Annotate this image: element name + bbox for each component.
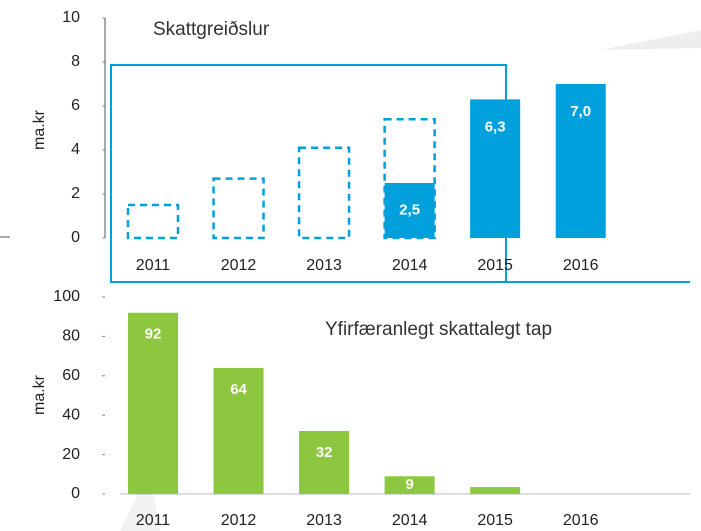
chart-title: Yfirfæranlegt skattalegt tap [325,319,552,340]
highlight-box [110,64,507,283]
bar [470,99,521,239]
bar [128,312,178,494]
x-tick-label: 2015 [477,257,513,274]
value-label: 2,5 [399,201,420,218]
value-label: 6,3 [485,118,506,135]
bar [299,430,350,494]
chart-title: Skattgreiðslur [153,19,270,40]
y-tick-label: 20 [62,446,80,463]
y-tick-label: 40 [62,406,80,423]
value-label: 92 [145,326,162,343]
bar [384,183,435,238]
x-tick-label: 2013 [306,512,342,529]
x-tick-label: 2016 [563,257,599,274]
x-tick-label: 2012 [221,257,257,274]
y-tick-label: 60 [62,367,80,384]
y-tick-label: 100 [53,288,80,305]
bar [297,146,351,240]
x-tick-label: 2015 [477,512,513,529]
bar [470,487,521,494]
y-axis-label: ma.kr [31,109,48,150]
y-tick-label: 8 [71,53,80,70]
value-label: 64 [230,381,247,398]
x-tick-label: 2011 [136,257,171,274]
value-label: 7,0 [570,103,591,120]
decoration [600,30,701,50]
bar [384,476,435,494]
x-tick-label: 2013 [306,257,342,274]
bar [213,367,264,494]
bar [126,203,180,240]
x-tick-label: 2012 [221,512,257,529]
bar [212,177,265,240]
y-tick-label: 6 [71,97,80,114]
y-tick-label: 4 [71,141,80,158]
bar [555,84,606,238]
x-tick-label: 2016 [563,512,599,529]
y-tick-label: 10 [62,9,80,26]
y-tick-label: 2 [71,185,80,202]
value-label: 9 [405,476,413,493]
y-tick-label: 80 [62,328,80,345]
x-tick-label: 2014 [392,512,428,529]
x-tick-label: 2011 [136,512,171,529]
y-tick-label: 0 [71,229,80,246]
y-tick-label: 0 [71,485,80,502]
x-tick-label: 2014 [392,257,428,274]
y-axis-label: ma.kr [31,374,48,415]
value-label: 32 [316,444,333,461]
